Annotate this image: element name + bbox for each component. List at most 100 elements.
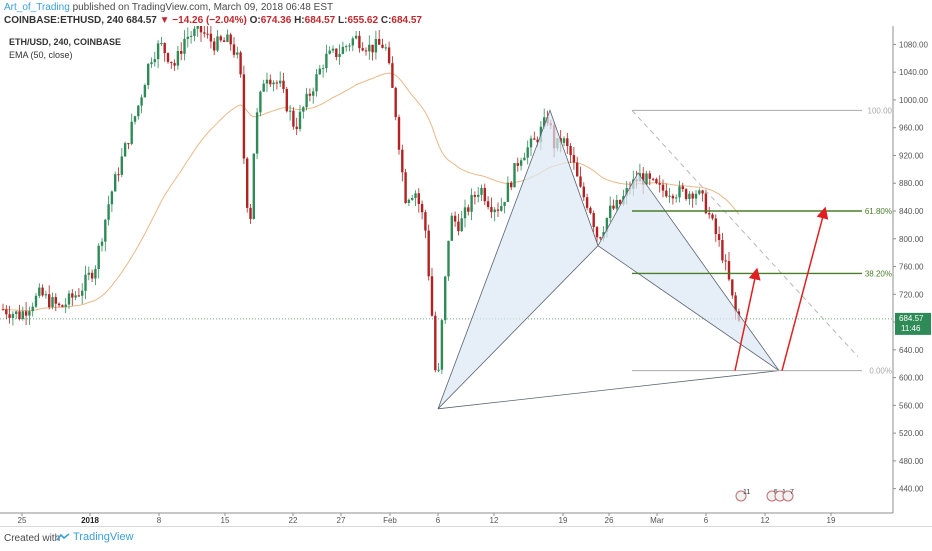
candle-body bbox=[734, 295, 737, 312]
candle-body bbox=[176, 50, 180, 66]
close-value: 684.57 bbox=[391, 15, 422, 26]
y-tick-label: 1040.00 bbox=[899, 68, 928, 77]
candle-body bbox=[94, 269, 97, 279]
candle-body bbox=[513, 163, 516, 188]
candle-body bbox=[275, 82, 279, 84]
candle-body bbox=[341, 46, 345, 54]
candle-body bbox=[44, 294, 48, 296]
candle-body bbox=[8, 314, 11, 318]
fib-level-label: 0.00% bbox=[869, 367, 892, 376]
candle-body bbox=[529, 138, 533, 148]
candle-body bbox=[364, 50, 368, 52]
candle-body bbox=[305, 93, 308, 108]
candle-body bbox=[384, 47, 387, 49]
candle-body bbox=[5, 309, 8, 315]
candle-body bbox=[140, 97, 143, 106]
candle-body bbox=[658, 183, 661, 185]
candle-body bbox=[714, 218, 717, 235]
candle-body bbox=[288, 110, 292, 112]
candle-body bbox=[48, 294, 51, 308]
candle-body bbox=[41, 287, 44, 296]
candle-body bbox=[404, 172, 407, 203]
y-tick-label: 760.00 bbox=[899, 263, 924, 272]
candle-body bbox=[424, 212, 427, 231]
candle-body bbox=[457, 221, 460, 232]
plot-background bbox=[0, 26, 893, 513]
author-link[interactable]: Art_of_Trading bbox=[4, 2, 70, 13]
candle-body bbox=[282, 80, 285, 89]
publish-line: Art_of_Trading published on TradingView.… bbox=[4, 1, 333, 14]
candle-body bbox=[71, 293, 74, 298]
candle-body bbox=[536, 139, 539, 143]
close-label: C: bbox=[380, 15, 392, 26]
candle-body bbox=[401, 149, 404, 173]
candle-body bbox=[562, 138, 566, 143]
candle-body bbox=[213, 41, 216, 51]
tradingview-brand[interactable]: TradingView bbox=[56, 531, 134, 543]
x-tick-label: 6 bbox=[436, 516, 441, 525]
candle-body bbox=[450, 215, 453, 241]
candle-body bbox=[371, 44, 374, 53]
x-tick-label: 19 bbox=[559, 516, 568, 525]
candle-body bbox=[579, 176, 582, 187]
candle-body bbox=[609, 205, 612, 219]
candle-body bbox=[582, 186, 585, 198]
candle-body bbox=[361, 48, 364, 51]
fib-level-label: 38.20% bbox=[865, 269, 892, 278]
candle-body bbox=[242, 74, 246, 159]
candle-body bbox=[57, 303, 61, 306]
y-tick-label: 920.00 bbox=[899, 151, 924, 160]
x-tick-label: Feb bbox=[383, 516, 397, 525]
candle-body bbox=[585, 197, 589, 208]
candle-body bbox=[731, 279, 734, 296]
candle-body bbox=[143, 85, 147, 98]
candle-body bbox=[414, 193, 417, 199]
candle-body bbox=[516, 163, 519, 166]
candle-body bbox=[285, 88, 288, 112]
candle-body bbox=[661, 184, 665, 191]
y-tick-label: 560.00 bbox=[899, 401, 924, 410]
candle-body bbox=[259, 91, 262, 113]
candle-body bbox=[153, 59, 156, 63]
candle-body bbox=[279, 80, 282, 84]
candle-body bbox=[246, 158, 249, 208]
candle-body bbox=[133, 116, 137, 122]
candle-body bbox=[486, 201, 490, 208]
projection-dashed-line bbox=[631, 110, 859, 358]
candle-body bbox=[463, 207, 467, 219]
publish-info: published on TradingView.com, March 09, … bbox=[72, 2, 334, 13]
candle-body bbox=[348, 45, 351, 47]
candle-body bbox=[331, 48, 335, 51]
candle-body bbox=[678, 186, 681, 198]
candle-body bbox=[335, 48, 338, 57]
candle-body bbox=[156, 43, 160, 60]
last-price-label: 684.57 bbox=[899, 314, 924, 323]
candle-body bbox=[473, 195, 477, 197]
candle-body bbox=[453, 215, 457, 222]
candle-body bbox=[120, 156, 123, 175]
candle-body bbox=[203, 32, 206, 34]
candle-body bbox=[493, 209, 496, 213]
candle-body bbox=[510, 182, 513, 188]
candle-body bbox=[302, 107, 305, 112]
candle-body bbox=[615, 200, 618, 209]
candle-body bbox=[318, 68, 321, 75]
tradingview-brand-label: TradingView bbox=[73, 531, 134, 543]
candle-body bbox=[100, 241, 104, 246]
candle-body bbox=[483, 187, 486, 202]
candle-body bbox=[265, 79, 269, 84]
x-tick-label: 27 bbox=[337, 516, 346, 525]
y-tick-label: 520.00 bbox=[899, 429, 924, 438]
legend-symbol: ETH/USD, 240, COINBASE bbox=[9, 37, 122, 47]
y-tick-label: 1000.00 bbox=[899, 96, 928, 105]
candle-body bbox=[668, 195, 671, 197]
candle-body bbox=[295, 126, 298, 129]
candle-body bbox=[123, 143, 127, 157]
candle-body bbox=[533, 138, 536, 140]
candle-body bbox=[54, 297, 57, 304]
candle-body bbox=[199, 26, 203, 33]
candle-body bbox=[236, 52, 239, 55]
candle-body bbox=[490, 207, 493, 213]
